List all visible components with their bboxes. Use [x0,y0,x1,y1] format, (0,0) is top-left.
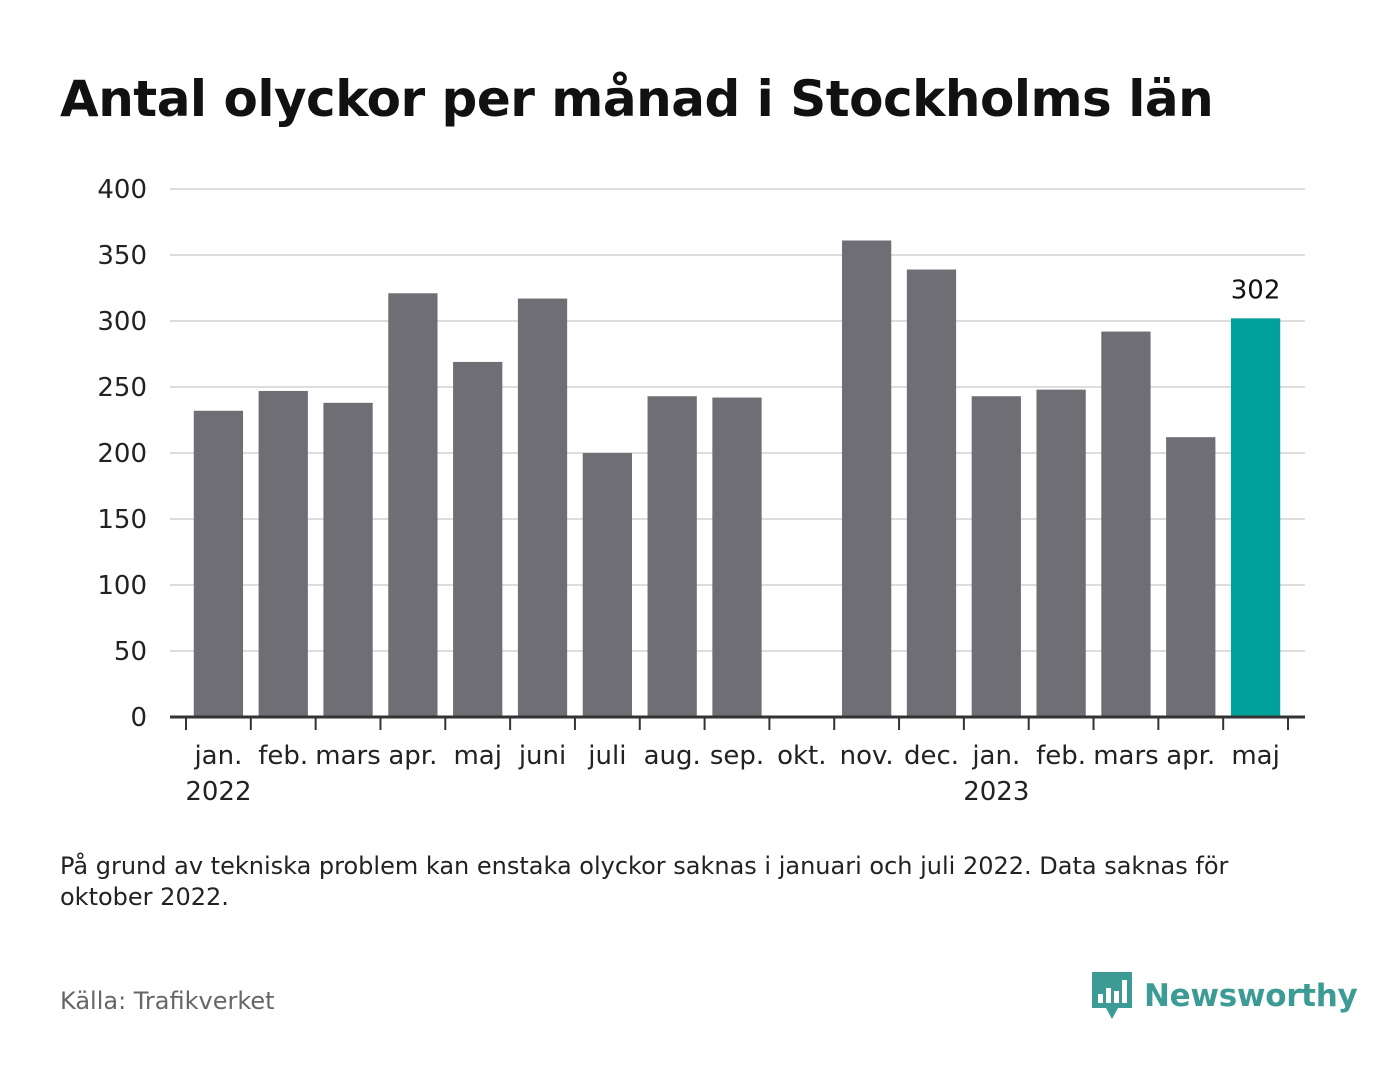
x-tick-label: maj [1231,741,1279,771]
x-year-label: 2022 [185,777,251,807]
bar [1166,437,1216,717]
y-tick-label: 400 [97,175,147,205]
y-tick-label: 50 [114,637,147,667]
y-tick-label: 0 [130,703,147,733]
x-tick-label: dec. [904,741,959,771]
x-tick-label: sep. [710,741,764,771]
x-tick-label: jan. [193,741,242,771]
chart-title: Antal olyckor per månad i Stockholms län [60,70,1214,128]
x-tick-label: okt. [777,741,826,771]
bar [193,410,244,717]
bar [842,240,892,717]
bar-chart-bubble-icon [1092,972,1132,1019]
bar [971,396,1021,717]
brand-logo: Newsworthy [1092,972,1358,1020]
data-label: 302 [1231,275,1281,305]
bar [1230,318,1281,717]
y-tick-label: 200 [97,439,147,469]
x-tick-label: maj [453,741,501,771]
x-axis [170,715,1305,730]
x-tick-label: apr. [1166,741,1215,771]
y-tick-label: 300 [97,307,147,337]
x-tick-label: mars [1093,741,1159,771]
source-credit: Källa: Trafikverket [60,987,275,1015]
x-tick-label: nov. [840,741,894,771]
brand-name: Newsworthy [1144,978,1358,1014]
x-tick-label: juni [518,741,566,771]
bar [323,402,373,717]
x-tick-label: aug. [644,741,701,771]
bar [453,361,503,717]
bar [1036,389,1086,717]
x-tick-label: feb. [1036,741,1086,771]
bar [712,397,762,717]
bar [582,453,632,717]
x-tick-label: juli [587,741,626,771]
bar [517,298,568,717]
y-tick-label: 250 [97,373,147,403]
x-tick-label: feb. [258,741,308,771]
bars [193,240,1281,717]
x-tick-label: jan. [971,741,1020,771]
y-tick-label: 100 [97,571,147,601]
bar [647,396,697,717]
footnote: På grund av tekniska problem kan enstaka… [60,852,1229,911]
bar [388,293,438,717]
x-year-label: 2023 [963,777,1029,807]
bar [258,390,308,717]
y-tick-label: 350 [97,241,147,271]
bar [906,269,957,717]
x-tick-label: mars [315,741,381,771]
x-tick-label: apr. [388,741,437,771]
y-tick-label: 150 [97,505,147,535]
bar [1101,331,1151,717]
